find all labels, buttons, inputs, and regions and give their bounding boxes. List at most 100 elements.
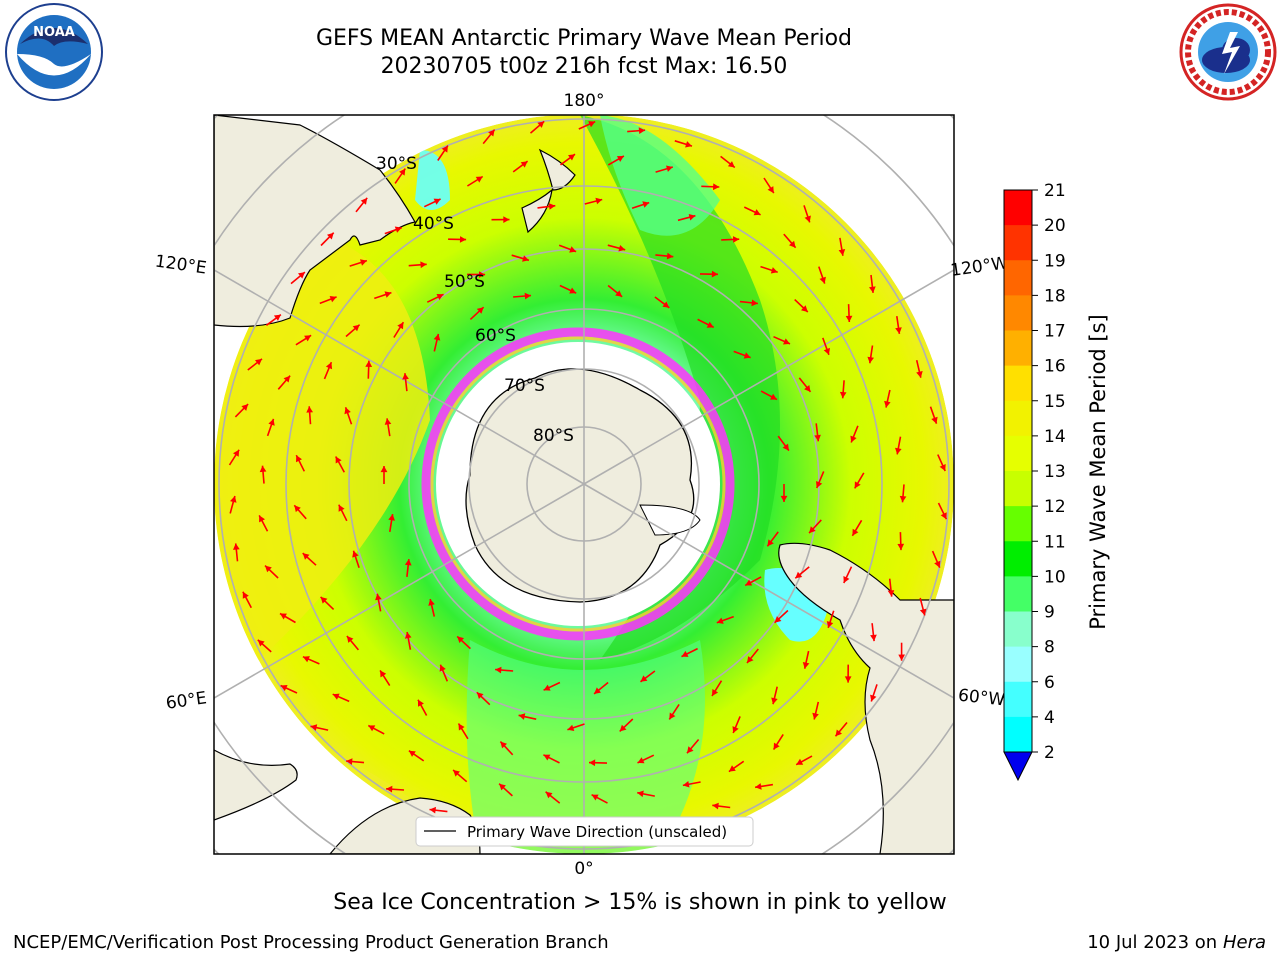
wave-arrow-head (615, 290, 623, 297)
colorbar-segment (1004, 681, 1032, 718)
wave-arrow-head (332, 693, 340, 700)
wave-arrow-head (916, 371, 923, 378)
wave-arrow-head (895, 447, 902, 455)
wave-arrow-head (304, 335, 312, 342)
footer-credit: NCEP/EMC/Verification Post Processing Pr… (13, 932, 609, 953)
wave-arrow-head (711, 270, 718, 278)
colorbar-tick-label: 6 (1044, 673, 1055, 693)
wave-arrow-head (280, 685, 288, 692)
wave-arrow-head (265, 565, 272, 573)
wave-arrow-head (360, 259, 367, 266)
wave-arrow-head (716, 617, 724, 624)
wave-arrow-head (380, 466, 388, 473)
wave-arrow-head (327, 232, 334, 240)
wave-arrow-head (835, 729, 842, 737)
longitude-gridlines (214, 115, 954, 854)
lon-label-60e: 60°E (165, 688, 208, 713)
colorbar-segment (1004, 260, 1032, 296)
wave-arrow-head (399, 168, 406, 176)
wave-arrow-head (495, 666, 502, 674)
colorbar-segment (1004, 400, 1032, 437)
wave-arrow-head (230, 496, 237, 503)
wave-arrow-head (642, 201, 650, 208)
wave-arrow-head (733, 236, 740, 243)
wave-arrow-head (259, 465, 267, 473)
wave-arrow-head (753, 209, 761, 216)
wave-arrow-head (814, 434, 821, 442)
wave-arrow-head (294, 505, 301, 513)
wave-arrow-head (255, 358, 262, 366)
colorbar-segment (1004, 225, 1032, 261)
wave-arrow-head (712, 802, 719, 810)
wave-arrow-head (488, 129, 495, 137)
wave-arrow-head (346, 758, 353, 765)
colorbar-segment (1004, 716, 1032, 753)
wave-arrow-head (543, 754, 551, 761)
wave-arrow-head (898, 654, 905, 661)
wave-arrow-head (619, 724, 627, 732)
wave-arrow-head (335, 456, 342, 464)
wave-arrow-head (838, 249, 846, 256)
wave-arrow-head (666, 252, 674, 260)
latitude-labels: 30°S 40°S 50°S 60°S 70°S 80°S (376, 154, 574, 446)
wave-arrow-head (618, 245, 626, 252)
wave-arrow-head (745, 579, 753, 586)
wave-direction-arrows (228, 120, 948, 840)
wave-arrow-head (589, 759, 596, 767)
wave-arrow-head (755, 783, 762, 790)
wave-arrow-head (767, 186, 774, 194)
colorbar-tick-label: 14 (1044, 427, 1066, 447)
wave-arrow-head (280, 613, 287, 620)
wave-arrow-head (795, 571, 803, 579)
colorbar-tick-label: 10 (1044, 567, 1066, 587)
wave-arrow-head (310, 724, 318, 731)
wave-arrow-head (843, 576, 850, 583)
wave-arrow-head (302, 553, 310, 560)
wave-arrow-head (520, 161, 528, 168)
wave-arrow-head (899, 495, 907, 503)
wave-arrow-head (420, 261, 427, 269)
wave-arrow-head (360, 197, 368, 205)
wave-arrow-head (518, 713, 526, 720)
colorbar-tick-label: 17 (1044, 322, 1066, 342)
wave-arrow-head (325, 362, 333, 370)
wave-arrow-head (802, 662, 810, 669)
chart-subtitle: 20230705 t00z 216h fcst Max: 16.50 (380, 54, 788, 79)
wave-arrow-head (499, 783, 506, 791)
wave-arrow-head (637, 790, 644, 798)
colorbar-segment (1004, 471, 1032, 507)
wave-arrow-head (796, 758, 804, 765)
wave-arrow-head (439, 664, 446, 672)
wave-arrow-head (895, 327, 902, 334)
wave-arrow-head (368, 725, 376, 732)
wave-arrow-head (773, 742, 780, 750)
wave-arrow-head (844, 676, 852, 683)
wave-arrow-head (537, 121, 545, 128)
colorbar-tick-label: 20 (1044, 216, 1066, 236)
wave-arrow-head (259, 515, 265, 523)
colorbar-segment (1004, 295, 1032, 331)
wave-arrow-head (329, 296, 337, 303)
lat-label-30s: 30°S (376, 154, 417, 174)
wave-arrow-head (869, 286, 876, 293)
wave-arrow-head (826, 621, 834, 628)
wave-arrow-head (402, 373, 409, 380)
wave-arrow-head (727, 161, 735, 168)
wave-arrow-head (839, 391, 847, 399)
colorbar-segment (1004, 541, 1032, 577)
wave-arrow-head (845, 315, 853, 322)
wave-arrow-head (503, 216, 510, 223)
wave-arrow-head (283, 375, 291, 383)
wave-arrow-head (365, 360, 373, 367)
colorbar-tick-label: 2 (1044, 743, 1055, 763)
wave-arrow-head (543, 684, 551, 691)
wave-arrow-head (588, 121, 596, 128)
wave-arrow-head (940, 512, 947, 520)
wave-arrow-head (569, 287, 577, 294)
antarctica-landmass (465, 368, 695, 603)
wave-arrow-head (939, 464, 946, 471)
wave-arrow-head (870, 694, 877, 702)
nws-logo (1179, 3, 1277, 101)
wave-arrow-head (595, 197, 603, 205)
wave-arrow-head (408, 750, 416, 757)
